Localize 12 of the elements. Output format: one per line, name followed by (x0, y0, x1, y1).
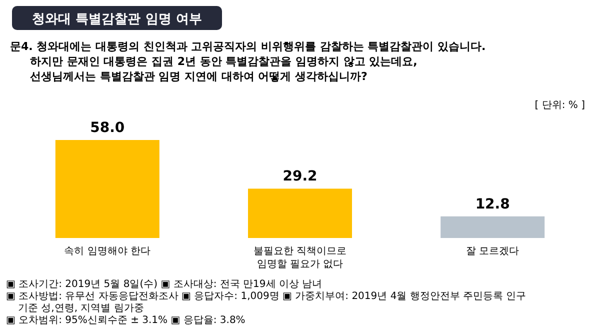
data-label: 12.8 (475, 196, 510, 212)
data-label: 58.0 (90, 120, 125, 136)
x-tick-label: 속히 임명해야 한다 (64, 246, 151, 257)
x-tick-label: 불필요한 직책이므로 임명할 필요가 없다 (253, 246, 347, 270)
data-label: 29.2 (282, 168, 318, 185)
text: ▣ 조사기간: 2019년 5월 8일(수) ▣ 조사대상: 전국 만19세 이상 남녀 (6, 279, 322, 290)
chart-title: 청와대 특별감찰관 임명 여부 (32, 12, 202, 27)
text: [ 단위: % ] (534, 100, 586, 111)
text: ▣ 조사방법: 유무선 자동응답전화조사 ▣ 응답자수: 1,009명 ▣ 가중치부여: 2019년 4월 행정안전부 주민등록 인구 기준 성,연령, 지역별 림가중 (6, 291, 526, 314)
text: ▣ 오차범위: 95%신뢰수준 ± 3.1% ▣ 응답율: 3.8% (6, 315, 246, 326)
chart-subtitle: 문4. 청와대에는 대통령의 친인척과 고위공직자의 비위행위를 감찰하는 특별감찰관이 있습니다. 하지만 문재인 대통령은 집권 2년 동안 특별감찰관을 임명하지 않고 있는데요, 선생님께서는 특별감찰관 임명 지연에 대하여 어떻게 생각하십니까? (10, 40, 486, 83)
x-tick-label: 잘 모르겠다 (466, 246, 520, 257)
